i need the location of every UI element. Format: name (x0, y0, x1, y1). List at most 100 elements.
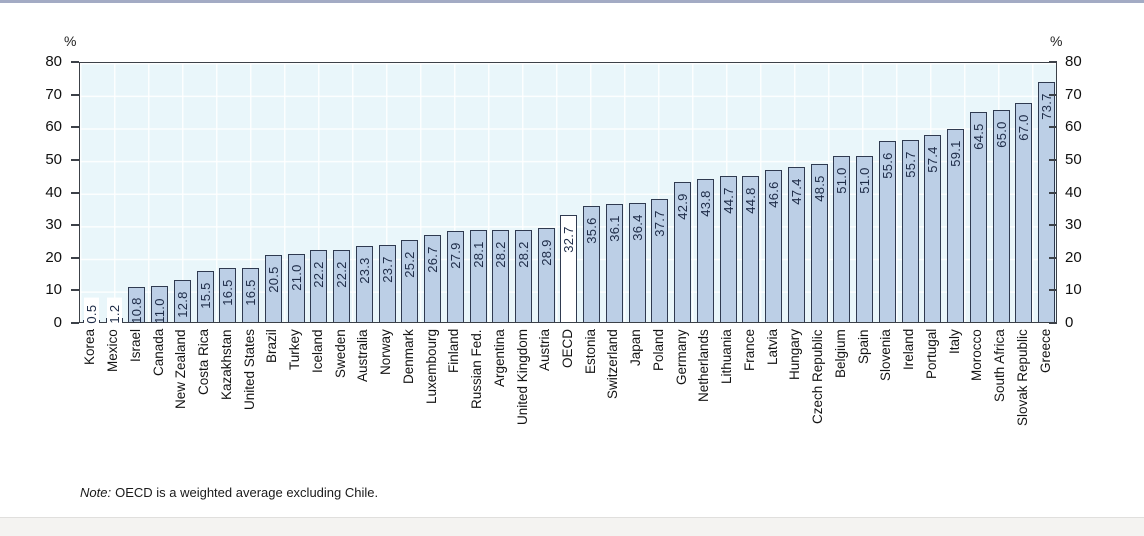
y-tickmark-right-20 (1049, 256, 1057, 259)
x-label-mexico: Mexico (105, 329, 121, 372)
x-label-russian-fed: Russian Fed. (469, 329, 485, 409)
value-label-new-zealand: 12.8 (174, 291, 190, 319)
bar-poland (651, 199, 669, 322)
bar-switzerland (605, 204, 623, 322)
top-border-line (0, 0, 1144, 3)
chart-note: Note: OECD is a weighted average excludin… (80, 485, 378, 500)
bar-slot-kazakhstan: 16.5 (216, 63, 239, 322)
x-label-costa-rica: Costa Rica (196, 329, 212, 396)
bar-slot-iceland: 22.2 (307, 63, 330, 322)
x-label-austria: Austria (537, 329, 553, 372)
bar-costa-rica (196, 271, 214, 322)
value-label-russian-fed: 28.1 (470, 241, 486, 269)
bar-slot-germany: 42.9 (671, 63, 694, 322)
y-tick-right-10: 10 (1065, 281, 1082, 299)
bar-slot-latvia: 46.6 (762, 63, 785, 322)
bar-czech-republic (810, 163, 828, 322)
y-tick-right-70: 70 (1065, 85, 1082, 103)
x-label-oecd: OECD (560, 329, 575, 369)
y-axis-unit-left: % (64, 33, 77, 49)
x-label-south-africa: South Africa (992, 329, 1008, 402)
bar-slot-argentina: 28.2 (489, 63, 512, 322)
y-tickmark-left-80 (71, 61, 79, 63)
bar-germany (674, 182, 692, 322)
value-label-costa-rica: 15.5 (197, 282, 213, 310)
bar-slot-slovenia: 55.6 (876, 63, 899, 322)
value-label-france: 44.8 (743, 187, 759, 214)
bar-iceland (310, 249, 328, 322)
bar-slot-korea: 0.5 (80, 63, 103, 324)
x-label-denmark: Denmark (400, 329, 416, 384)
bar-hungary (787, 167, 805, 322)
value-label-japan: 36.4 (629, 214, 645, 242)
bar-lithuania (719, 176, 737, 322)
y-tickmark-right-0 (1049, 322, 1057, 324)
x-label-germany: Germany (673, 329, 689, 385)
y-tick-left-50: 50 (45, 150, 62, 168)
bar-italy (947, 129, 965, 322)
value-label-slovenia: 55.6 (879, 151, 895, 179)
x-label-united-kingdom: United Kingdom (514, 329, 530, 426)
x-label-japan: Japan (628, 329, 644, 366)
bar-kazakhstan (219, 268, 237, 322)
value-label-poland: 37.7 (652, 210, 668, 237)
y-tick-right-40: 40 (1065, 183, 1082, 201)
bar-slot-israel: 10.8 (125, 63, 148, 324)
bar-slot-austria: 28.9 (535, 63, 558, 322)
y-tickmark-right-40 (1049, 191, 1057, 194)
y-tickmark-right-30 (1049, 224, 1057, 227)
x-label-greece: Greece (1037, 329, 1053, 374)
bar-brazil (264, 255, 282, 322)
y-tick-left-60: 60 (45, 118, 62, 136)
bar-slot-brazil: 20.5 (262, 63, 285, 322)
bar-new-zealand (173, 280, 191, 322)
note-text: OECD is a weighted average excluding Chi… (115, 485, 379, 500)
value-label-belgium: 51.0 (834, 166, 850, 194)
y-tick-right-80: 80 (1065, 53, 1082, 70)
y-tick-left-30: 30 (45, 216, 62, 234)
y-tickmark-right-10 (1049, 289, 1057, 292)
bottom-strip (0, 517, 1144, 536)
value-label-lithuania: 44.7 (720, 187, 736, 214)
value-label-kazakhstan: 16.5 (220, 279, 236, 306)
bar-slot-united-kingdom: 28.2 (512, 63, 535, 322)
y-tickmark-left-0 (71, 322, 79, 324)
bar-portugal (924, 134, 942, 322)
bar-turkey (287, 253, 305, 322)
bar-slot-australia: 23.3 (353, 63, 376, 322)
bar-slot-czech-republic: 48.5 (808, 63, 831, 322)
y-tickmark-left-60 (71, 126, 79, 129)
bar-united-kingdom (514, 230, 532, 322)
bar-france (742, 175, 760, 322)
bar-canada (151, 286, 169, 322)
x-label-kazakhstan: Kazakhstan (218, 329, 234, 400)
bar-japan (628, 203, 646, 322)
bar-russian-fed (469, 230, 487, 322)
x-label-brazil: Brazil (264, 329, 280, 363)
value-label-australia: 23.3 (356, 257, 372, 284)
y-tick-left-10: 10 (45, 281, 62, 299)
x-label-czech-republic: Czech Republic (810, 329, 826, 424)
x-label-belgium: Belgium (832, 329, 848, 378)
x-label-hungary: Hungary (787, 329, 803, 381)
bar-slot-italy: 59.1 (944, 63, 967, 322)
x-label-france: France (741, 329, 757, 372)
bar-slot-norway: 23.7 (376, 63, 399, 322)
bars-container: 0.5 1.2 10.8 11.0 12.8 15.5 16.5 16.5 20.5 21.0 22… (80, 63, 1056, 324)
x-label-portugal: Portugal (923, 329, 939, 380)
y-tickmark-left-30 (71, 224, 79, 227)
y-tickmark-right-50 (1049, 158, 1057, 161)
x-label-slovenia: Slovenia (878, 329, 894, 381)
bar-slot-new-zealand: 12.8 (171, 63, 194, 322)
y-tickmark-right-60 (1049, 126, 1057, 129)
x-label-sweden: Sweden (332, 329, 348, 378)
value-label-norway: 23.7 (379, 255, 395, 283)
bar-belgium (833, 155, 851, 322)
bar-austria (537, 227, 555, 322)
y-tick-left-0: 0 (53, 314, 62, 331)
bar-australia (355, 245, 373, 322)
bar-slot-united-states: 16.5 (239, 63, 262, 322)
x-axis-labels: Korea Mexico Israel Canada New Zealand Costa … (79, 329, 1057, 477)
x-label-canada: Canada (150, 329, 166, 377)
y-tickmark-left-20 (71, 256, 79, 259)
